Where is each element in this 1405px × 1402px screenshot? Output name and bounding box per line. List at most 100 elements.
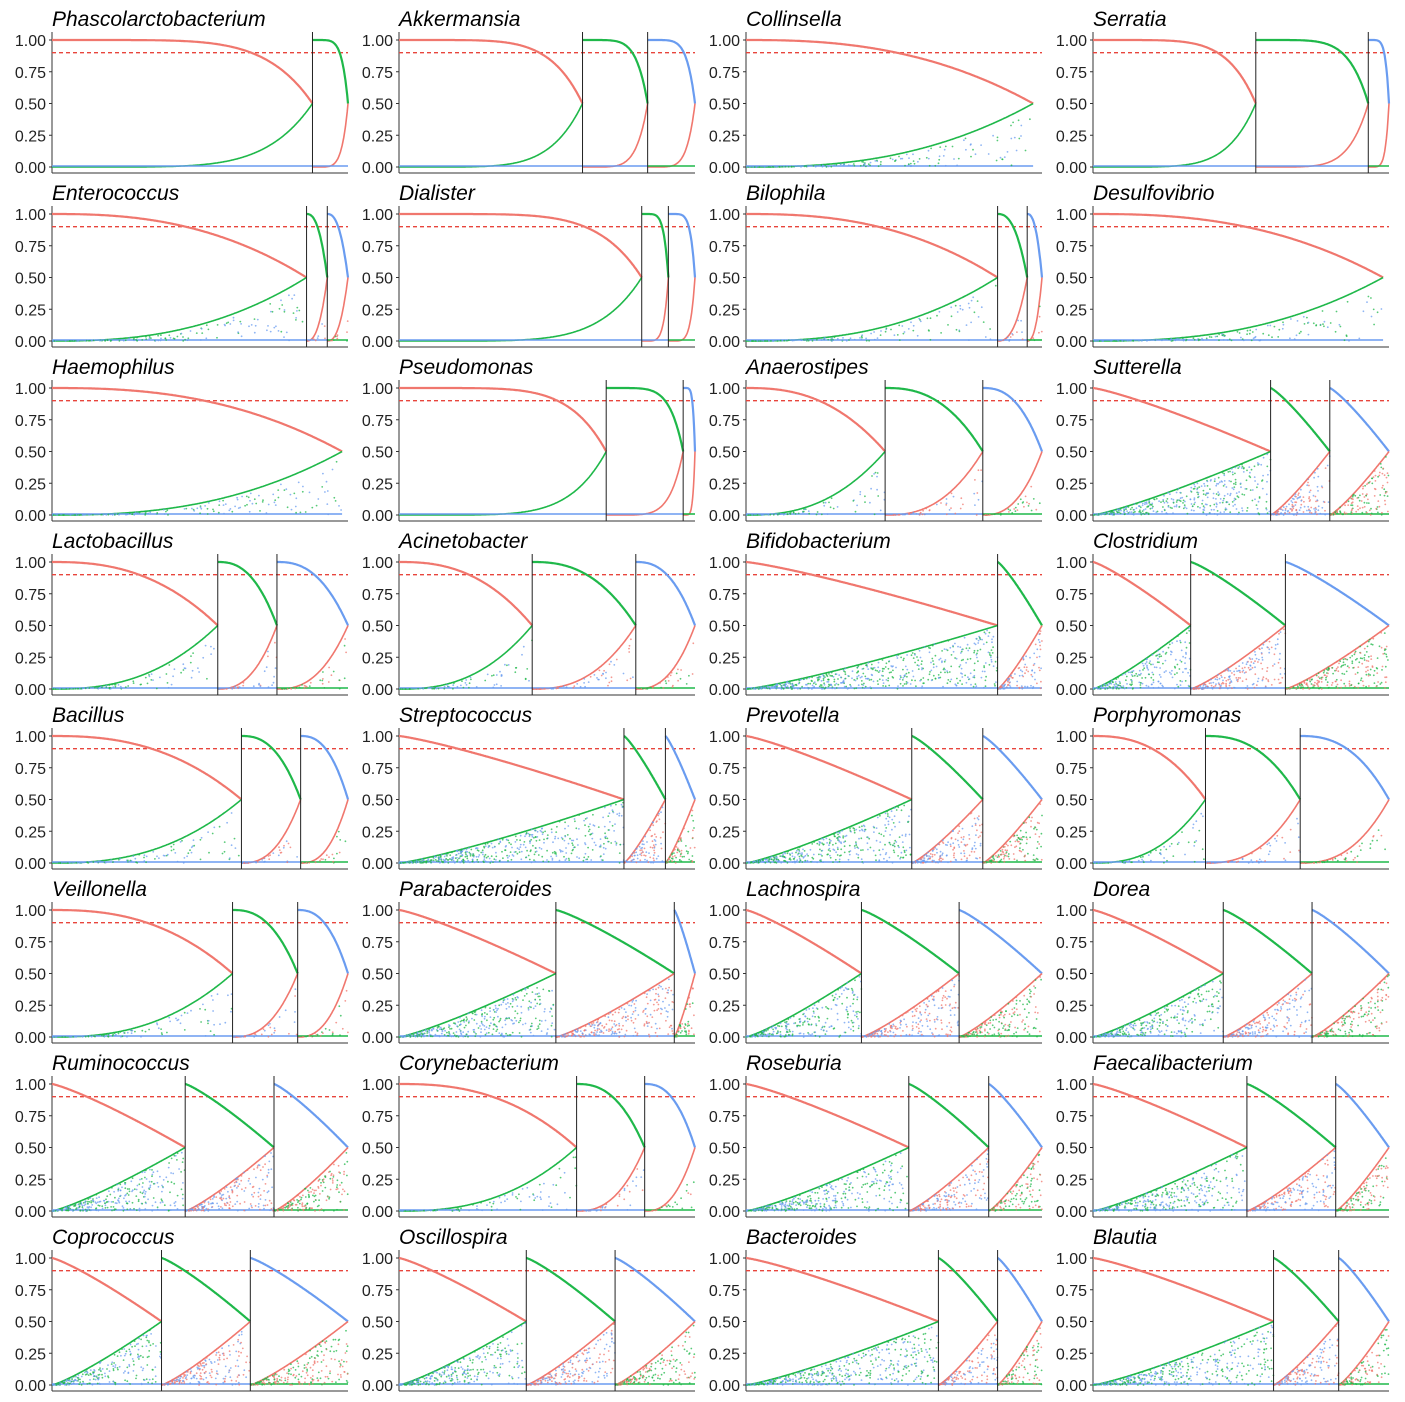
scatter-point [603, 853, 605, 855]
second-probability-curve [983, 452, 1042, 516]
scatter-point [873, 826, 875, 828]
scatter-point [1180, 684, 1182, 686]
top-probability-curve [668, 214, 695, 278]
scatter-point [791, 852, 793, 854]
scatter-point [1377, 311, 1379, 313]
scatter-point [1380, 463, 1382, 465]
scatter-point [1272, 665, 1274, 667]
scatter-point [339, 839, 341, 841]
scatter-point [227, 322, 229, 324]
scatter-point [205, 337, 207, 339]
scatter-point [875, 855, 877, 857]
top-probability-curve [52, 214, 307, 278]
scatter-point [773, 860, 775, 862]
scatter-point [571, 842, 573, 844]
scatter-point [487, 856, 489, 858]
scatter-point [1266, 646, 1268, 648]
scatter-point [641, 855, 643, 857]
scatter-point [1281, 677, 1283, 679]
scatter-point [783, 514, 785, 516]
scatter-point [1343, 673, 1345, 675]
segment-2 [583, 40, 648, 167]
scatter-point [1321, 678, 1323, 680]
y-tick-label: 1.00 [1056, 555, 1087, 572]
scatter-point [422, 688, 424, 690]
scatter-point [1101, 687, 1103, 689]
scatter-point [400, 862, 402, 864]
scatter-point [1347, 665, 1349, 667]
scatter-point [1020, 125, 1022, 127]
scatter-point [953, 496, 955, 498]
scatter-point [1322, 310, 1324, 312]
scatter-point [680, 837, 682, 839]
segment-3 [1285, 562, 1389, 690]
scatter-point [1353, 494, 1355, 496]
y-tick-label: 0.25 [1056, 302, 1087, 319]
scatter-point [1039, 306, 1041, 308]
scatter-point [992, 652, 994, 654]
scatter-point [1278, 513, 1280, 515]
second-probability-curve [327, 278, 348, 342]
scatter-point [1227, 339, 1229, 341]
scatter-points [277, 638, 347, 690]
scatter-point [300, 512, 302, 514]
scatter-point [1039, 316, 1041, 318]
scatter-point [1266, 453, 1268, 455]
scatter-point [947, 841, 949, 843]
scatter-point [1036, 683, 1038, 685]
scatter-point [990, 655, 992, 657]
panel-title: Bifidobacterium [746, 530, 891, 553]
top-probability-curve [399, 214, 642, 278]
scatter-point [908, 513, 910, 515]
scatter-point [1158, 661, 1160, 663]
scatter-point [1364, 506, 1366, 508]
scatter-point [492, 861, 494, 863]
scatter-point [274, 642, 276, 644]
scatter-point [515, 667, 517, 669]
scatter-point [676, 852, 678, 854]
scatter-point [1039, 502, 1041, 504]
scatter-point [997, 137, 999, 139]
scatter-point [421, 860, 423, 862]
scatter-point [1304, 323, 1306, 325]
scatter-point [1004, 156, 1006, 158]
scatter-point [985, 680, 987, 682]
scatter-point [1210, 679, 1212, 681]
scatter-point [1040, 649, 1042, 651]
segment-1 [399, 40, 583, 167]
scatter-point [298, 310, 300, 312]
scatter-point [254, 498, 256, 500]
scatter-point [974, 650, 976, 652]
scatter-point [1372, 665, 1374, 667]
scatter-point [1299, 332, 1301, 334]
scatter-point [968, 303, 970, 305]
scatter-point [776, 856, 778, 858]
second-probability-curve [746, 452, 885, 516]
scatter-point [843, 670, 845, 672]
scatter-point [892, 159, 894, 161]
scatter-point [1033, 664, 1035, 666]
scatter-point [1330, 322, 1332, 324]
scatter-point [1217, 510, 1219, 512]
scatter-point [1165, 670, 1167, 672]
scatter-point [878, 833, 880, 835]
scatter-point [295, 497, 297, 499]
second-probability-curve [52, 278, 307, 342]
scatter-point [1239, 671, 1241, 673]
scatter-point [843, 841, 845, 843]
scatter-point [1202, 687, 1204, 689]
scatter-point [1011, 672, 1013, 674]
scatter-point [1335, 686, 1337, 688]
scatter-point [1008, 678, 1010, 680]
top-probability-curve [1368, 40, 1389, 104]
scatter-point [924, 514, 926, 516]
scatter-point [844, 686, 846, 688]
scatter-point [904, 850, 906, 852]
scatter-point [1038, 639, 1040, 641]
scatter-point [796, 850, 798, 852]
scatter-point [1101, 685, 1103, 687]
scatter-point [922, 514, 924, 516]
scatter-point [942, 686, 944, 688]
scatter-point [799, 847, 801, 849]
scatter-point [1231, 487, 1233, 489]
